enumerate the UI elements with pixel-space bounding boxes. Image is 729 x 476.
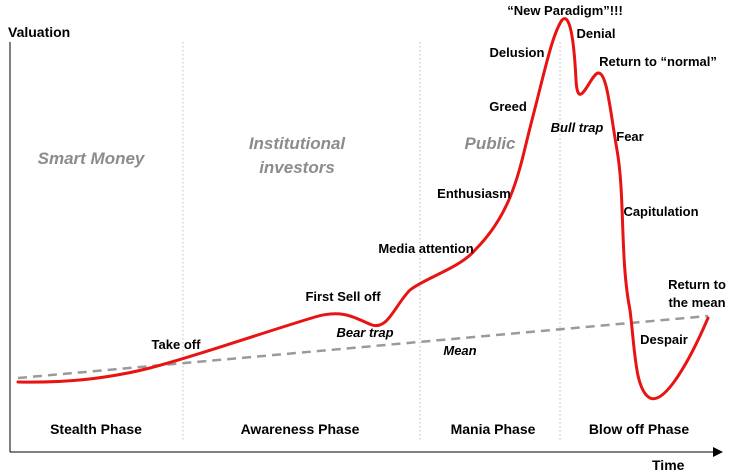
label-despair: Despair xyxy=(640,332,688,347)
x-axis-arrow xyxy=(713,447,723,457)
mean-line xyxy=(17,314,709,380)
label-return-to-normal: Return to “normal” xyxy=(599,54,717,69)
valuation-curve xyxy=(16,17,710,401)
label-delusion: Delusion xyxy=(490,45,545,60)
label-denial: Denial xyxy=(576,26,615,41)
label-bear-trap: Bear trap xyxy=(336,325,393,340)
label-capitulation: Capitulation xyxy=(623,204,698,219)
label-fear: Fear xyxy=(616,129,643,144)
label-return-to-mean-line1: Return to xyxy=(668,277,726,292)
label-media-attention: Media attention xyxy=(378,241,473,256)
category-public: Public xyxy=(464,134,516,153)
label-bull-trap: Bull trap xyxy=(551,120,604,135)
category-institutional-line2: investors xyxy=(259,158,335,177)
phase-mania: Mania Phase xyxy=(451,421,536,437)
phase-stealth: Stealth Phase xyxy=(50,421,142,437)
label-greed: Greed xyxy=(489,99,527,114)
label-mean: Mean xyxy=(443,343,476,358)
label-return-to-mean-line2: the mean xyxy=(668,295,725,310)
label-new-paradigm: “New Paradigm”!!! xyxy=(507,3,623,18)
y-axis-label: Valuation xyxy=(8,24,70,40)
phase-blow-off: Blow off Phase xyxy=(589,421,690,437)
phase-awareness: Awareness Phase xyxy=(241,421,360,437)
label-enthusiasm: Enthusiasm xyxy=(437,186,511,201)
label-first-sell-off: First Sell off xyxy=(305,289,381,304)
label-take-off: Take off xyxy=(152,337,202,352)
category-smart-money: Smart Money xyxy=(38,149,146,168)
category-institutional-line1: Institutional xyxy=(249,134,347,153)
x-axis-label: Time xyxy=(652,457,685,473)
